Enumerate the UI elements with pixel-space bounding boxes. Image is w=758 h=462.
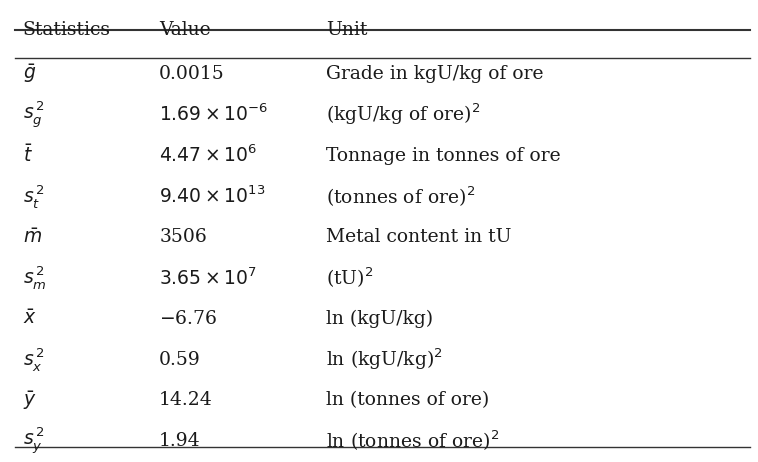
Text: Unit: Unit xyxy=(326,21,368,39)
Text: $9.40 \times 10^{13}$: $9.40 \times 10^{13}$ xyxy=(159,186,265,207)
Text: 1.94: 1.94 xyxy=(159,432,201,450)
Text: 3506: 3506 xyxy=(159,228,207,246)
Text: $1.69 \times 10^{-6}$: $1.69 \times 10^{-6}$ xyxy=(159,104,268,126)
Text: Grade in kgU/kg of ore: Grade in kgU/kg of ore xyxy=(326,65,543,83)
Text: 14.24: 14.24 xyxy=(159,391,213,409)
Text: ln (kgU/kg): ln (kgU/kg) xyxy=(326,310,433,328)
Text: $s_t^{\,2}$: $s_t^{\,2}$ xyxy=(23,183,45,210)
Text: Tonnage in tonnes of ore: Tonnage in tonnes of ore xyxy=(326,146,561,164)
Text: (tU)$^2$: (tU)$^2$ xyxy=(326,266,373,290)
Text: $\bar{m}$: $\bar{m}$ xyxy=(23,228,42,247)
Text: ln (tonnes of ore)$^2$: ln (tonnes of ore)$^2$ xyxy=(326,429,499,453)
Text: $s_m^{\,2}$: $s_m^{\,2}$ xyxy=(23,264,46,292)
Text: Metal content in tU: Metal content in tU xyxy=(326,228,512,246)
Text: 0.0015: 0.0015 xyxy=(159,65,225,83)
Text: $3.65 \times 10^{7}$: $3.65 \times 10^{7}$ xyxy=(159,267,257,289)
Text: (tonnes of ore)$^2$: (tonnes of ore)$^2$ xyxy=(326,184,475,208)
Text: Value: Value xyxy=(159,21,211,39)
Text: $\bar{g}$: $\bar{g}$ xyxy=(23,62,36,85)
Text: 0.59: 0.59 xyxy=(159,351,201,369)
Text: $\bar{x}$: $\bar{x}$ xyxy=(23,310,36,328)
Text: ln (tonnes of ore): ln (tonnes of ore) xyxy=(326,391,489,409)
Text: $-$6.76: $-$6.76 xyxy=(159,310,218,328)
Text: $4.47 \times 10^{6}$: $4.47 \times 10^{6}$ xyxy=(159,145,258,166)
Text: $\bar{t}$: $\bar{t}$ xyxy=(23,145,33,166)
Text: $s_y^{\,2}$: $s_y^{\,2}$ xyxy=(23,426,45,456)
Text: $s_x^{\,2}$: $s_x^{\,2}$ xyxy=(23,346,45,373)
Text: (kgU/kg of ore)$^2$: (kgU/kg of ore)$^2$ xyxy=(326,102,481,128)
Text: $\bar{y}$: $\bar{y}$ xyxy=(23,389,36,412)
Text: $s_g^{\,2}$: $s_g^{\,2}$ xyxy=(23,100,45,130)
Text: ln (kgU/kg)$^2$: ln (kgU/kg)$^2$ xyxy=(326,347,443,372)
Text: Statistics: Statistics xyxy=(23,21,111,39)
